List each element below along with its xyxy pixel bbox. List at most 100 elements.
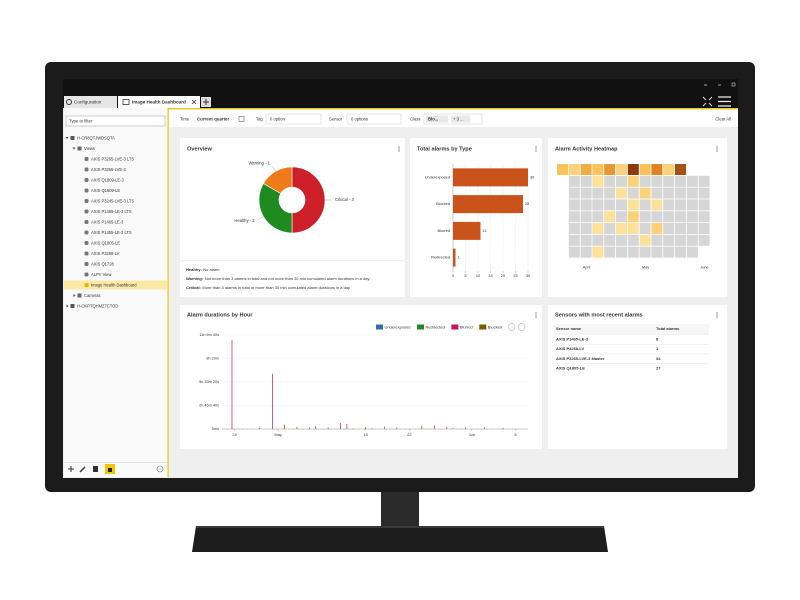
tree-item[interactable]: AXIS Q1809-LE-3 xyxy=(91,177,124,182)
tag-select[interactable] xyxy=(265,113,322,125)
delete-icon[interactable] xyxy=(93,466,98,472)
card-menu-dot xyxy=(398,148,400,150)
heatmap-cell xyxy=(639,199,651,211)
x-tick-label: June xyxy=(700,264,708,269)
zoom-button[interactable] xyxy=(507,323,516,331)
heatmap-cell xyxy=(675,246,686,258)
legend-swatch[interactable] xyxy=(417,324,425,330)
menu-icon[interactable] xyxy=(718,96,731,107)
tree-item[interactable]: AXIS Q1728 xyxy=(91,261,114,266)
legend-swatch[interactable] xyxy=(451,324,459,330)
table-cell: AXIS Q1805-LE xyxy=(556,365,585,370)
legend-swatch[interactable] xyxy=(479,324,487,330)
bar-value-label: 30 xyxy=(530,174,535,179)
sensor-select[interactable] xyxy=(346,113,402,125)
card-menu-dot xyxy=(716,314,718,316)
y-tick-label: Blocked xyxy=(436,201,450,206)
filter-input[interactable] xyxy=(65,115,166,127)
tree-item[interactable]: Views xyxy=(84,146,95,151)
tree-item[interactable]: AXIS P3268-LV xyxy=(91,251,120,256)
tree-icon xyxy=(84,188,89,193)
pie-slice xyxy=(258,183,293,234)
calendar-icon[interactable] xyxy=(238,116,245,122)
tree-selection xyxy=(64,280,167,290)
tree-item[interactable]: Cameras xyxy=(84,293,101,298)
heatmap-cell xyxy=(663,246,675,258)
legend-swatch[interactable] xyxy=(376,324,383,330)
edit-icon[interactable] xyxy=(79,466,86,473)
heatmap-cell xyxy=(627,211,639,223)
legend-term: Warning: xyxy=(186,276,203,281)
heatmap-cell xyxy=(580,234,592,246)
tree-arrow[interactable] xyxy=(65,137,69,139)
tree-item[interactable]: AXIS P3265-LVE-3 LTS xyxy=(91,156,134,161)
tree-item[interactable]: AXIS P1465-LE-3 xyxy=(91,219,124,224)
filter-label: Class xyxy=(410,117,420,122)
heatmap-cell xyxy=(639,223,651,234)
tree-icon xyxy=(84,283,89,287)
tree-item[interactable]: AXIS P3245-LVE-3 LTS xyxy=(91,198,134,203)
tree-arrow[interactable] xyxy=(72,147,76,150)
heatmap-cell xyxy=(580,223,592,234)
heatmap-cell xyxy=(616,175,627,187)
tree-item[interactable]: H-CR8QTJWDSQTA xyxy=(77,135,115,140)
tree-arrow[interactable] xyxy=(66,304,69,308)
card-menu-dot xyxy=(716,150,718,152)
heatmap-cell xyxy=(592,175,604,187)
y-tick-label: 5h 33m 20s xyxy=(199,380,219,384)
card-menu-dot xyxy=(535,150,537,152)
card-title: Alarm Activity Heatmap xyxy=(555,146,618,152)
x-tick-label: 15 xyxy=(488,273,492,278)
tree-item[interactable]: AXIS P1465-LE-3 LTS xyxy=(91,209,132,214)
x-tick-label: 20 xyxy=(501,273,506,278)
x-tick-label: April xyxy=(583,264,591,269)
tree-icon xyxy=(84,220,89,224)
heatmap-cell xyxy=(592,234,604,246)
tree-icon xyxy=(84,241,89,245)
pie-label: Critical - 3 xyxy=(335,197,355,202)
tree-arrow[interactable] xyxy=(73,294,76,297)
tree-item[interactable]: AXIS Q1809-LE xyxy=(91,188,120,193)
tree-item[interactable]: AXIS P3265-LVE-3 xyxy=(91,167,126,172)
heatmap-cell xyxy=(639,246,651,258)
tree-item[interactable]: AXIS P1455-LE-3 LTS xyxy=(91,230,132,235)
toolbar-divider xyxy=(64,462,168,463)
heatmap-cell xyxy=(686,246,698,258)
heatmap-cell xyxy=(568,164,580,175)
pie-leader xyxy=(258,216,264,220)
heatmap-cell xyxy=(651,199,663,211)
add-icon[interactable] xyxy=(68,466,74,472)
heatmap-cell xyxy=(592,164,604,175)
tab-close[interactable] xyxy=(191,99,197,105)
heatmap-cell xyxy=(627,175,639,187)
tree-icon xyxy=(84,199,89,203)
tree-item[interactable]: AXIS Q1805-LE xyxy=(91,240,120,245)
card-title: Alarm durations by Hour xyxy=(187,312,253,318)
tree-item[interactable]: H-OKPTQHMZ7CTOD xyxy=(77,303,118,308)
heatmap-cell xyxy=(616,223,627,234)
zoom-button[interactable] xyxy=(517,323,526,331)
heatmap-cell xyxy=(675,175,686,187)
card-menu-dot xyxy=(716,316,718,318)
tree-item[interactable]: Image Health Dashboard xyxy=(91,282,137,287)
heatmap-cell xyxy=(639,187,651,199)
clear-all[interactable]: Clear All xyxy=(715,117,731,122)
heatmap-cell xyxy=(663,223,675,234)
heatmap-cell xyxy=(686,175,698,187)
x-tick-label: May xyxy=(275,432,282,437)
settings-icon[interactable] xyxy=(156,465,164,473)
heatmap-cell xyxy=(651,164,663,175)
tree-icon xyxy=(84,272,89,277)
legend-label: Blocked xyxy=(488,324,502,329)
tab[interactable] xyxy=(64,96,117,108)
heatmap-cell xyxy=(616,187,627,199)
pie-leader xyxy=(272,166,276,172)
fullscreen-icon[interactable] xyxy=(702,96,713,107)
tree-item[interactable]: ALPV View xyxy=(91,272,111,277)
window-maximize[interactable] xyxy=(731,82,736,87)
tab-active[interactable] xyxy=(118,96,200,108)
card-menu-dot xyxy=(716,146,718,148)
bar-value-label: 11 xyxy=(483,228,487,233)
legend-text: No alarm xyxy=(203,267,220,272)
tree-icon xyxy=(77,293,82,298)
